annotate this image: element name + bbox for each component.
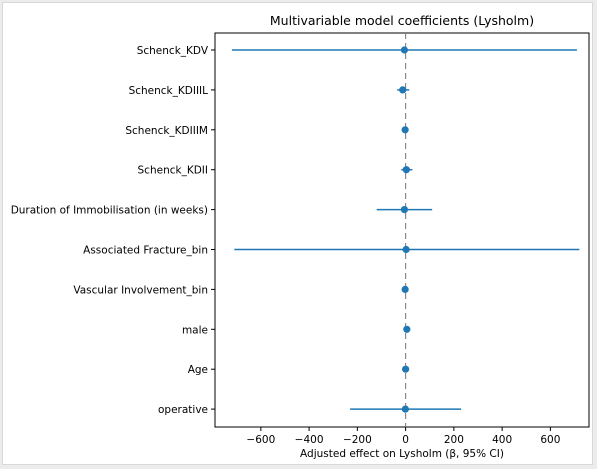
- y-tick-label: Associated Fracture_bin: [83, 245, 208, 257]
- x-tick-label: 200: [444, 434, 464, 446]
- coefficient-points: [399, 46, 411, 413]
- coefficient-point: [402, 245, 410, 254]
- coefficient-point: [401, 285, 409, 293]
- y-tick-label: Schenck_KDIIIL: [129, 85, 209, 97]
- coefficient-point: [401, 126, 409, 134]
- x-tick-label: −200: [343, 434, 372, 446]
- coefficient-point: [399, 86, 407, 94]
- coefficient-point: [403, 325, 411, 333]
- y-axis: Schenck_KDV Schenck_KDIIIL Schenck_KDIIIM S…: [11, 45, 215, 416]
- y-tick-label: Age: [188, 364, 208, 376]
- plot-area: [214, 32, 590, 428]
- coefficient-plot: Multivariable model coefficients (Lyshol…: [11, 13, 590, 460]
- coefficient-point: [401, 405, 409, 413]
- y-tick-label: operative: [158, 404, 208, 416]
- x-axis-label: Adjusted effect on Lysholm (β, 95% CI): [300, 448, 504, 460]
- figure-frame: Multivariable model coefficients (Lyshol…: [2, 2, 593, 465]
- x-tick-label: −600: [246, 434, 275, 446]
- chart-title: Multivariable model coefficients (Lyshol…: [270, 13, 534, 28]
- x-tick-label: 400: [492, 434, 512, 446]
- x-tick-label: −400: [295, 434, 324, 446]
- y-tick-label: Schenck_KDIIIM: [125, 125, 208, 137]
- x-tick-label: 600: [540, 434, 560, 446]
- x-tick-label: 0: [402, 434, 409, 446]
- y-tick-label: Duration of Immobilisation (in weeks): [11, 205, 208, 217]
- y-tick-label: male: [182, 324, 208, 336]
- y-tick-label: Schenck_KDII: [138, 165, 208, 177]
- coefficient-point: [400, 46, 409, 54]
- y-tick-label: Schenck_KDV: [137, 45, 209, 57]
- y-tick-label: Vascular Involvement_bin: [73, 284, 208, 296]
- coefficient-point: [400, 206, 409, 214]
- x-axis: −600 −400 −200 0 200 400 600: [246, 427, 560, 446]
- coefficient-point: [402, 166, 410, 174]
- coefficient-point: [402, 365, 410, 373]
